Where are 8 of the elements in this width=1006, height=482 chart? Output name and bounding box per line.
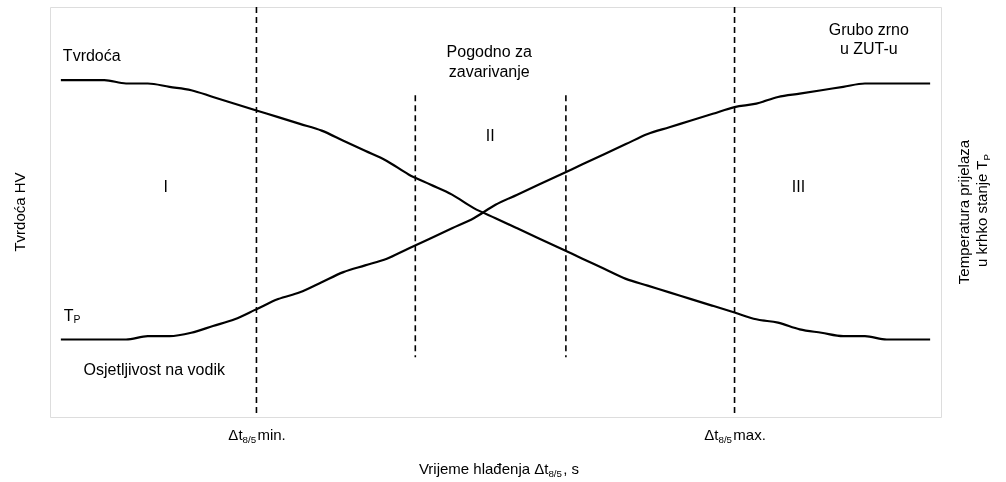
y-axis-title: Tvrdoća HV	[11, 172, 28, 252]
text: Grubo zrno u ZUT-u	[828, 21, 909, 58]
series-label: Tvrdoća	[62, 47, 121, 65]
annotation: Osjetljivost na vodik	[83, 360, 226, 378]
text: Pogodno za zavarivanje	[446, 43, 533, 80]
annotation: I	[163, 178, 169, 196]
annotation: II	[485, 127, 495, 145]
annotation: III	[791, 178, 806, 196]
